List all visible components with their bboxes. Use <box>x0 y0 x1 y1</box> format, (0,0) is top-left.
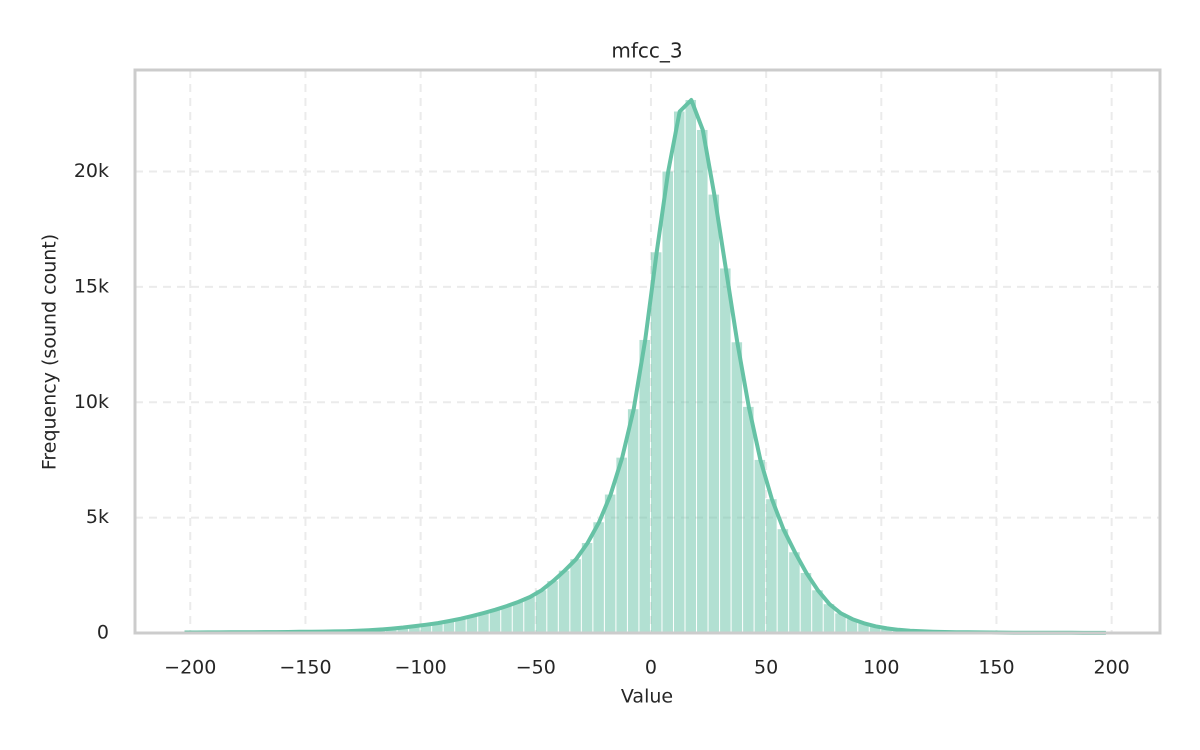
x-tick-label: 100 <box>863 657 899 679</box>
histogram-bar <box>524 597 535 633</box>
histogram-bar <box>708 194 720 633</box>
plot-frame <box>133 68 1162 635</box>
x-tick-label: −150 <box>279 657 331 679</box>
histogram-bar <box>777 529 789 633</box>
histogram-bar <box>478 612 489 633</box>
x-axis-label: Value <box>621 686 673 708</box>
x-tick-label: 200 <box>1093 657 1129 679</box>
histogram-bar <box>881 628 892 633</box>
histogram-bar <box>766 499 777 633</box>
y-tick-label: 5k <box>86 506 109 528</box>
histogram-bar <box>397 627 409 633</box>
x-tick-label: 150 <box>978 657 1014 679</box>
histogram-bar <box>662 171 673 633</box>
histogram-bar <box>409 626 420 633</box>
histogram-bar <box>604 494 616 633</box>
histogram-bar <box>386 628 397 633</box>
histogram-bar <box>593 522 604 633</box>
y-axis-label: Frequency (sound count) <box>39 234 61 470</box>
histogram-bar <box>697 129 708 633</box>
x-tick-label: −50 <box>516 657 556 679</box>
histogram-bar <box>673 111 685 634</box>
histogram-bar <box>835 613 846 633</box>
histogram-bar <box>432 623 443 633</box>
histogram-bar <box>743 406 754 633</box>
histogram-bar <box>512 601 524 633</box>
histogram-bar <box>685 99 697 633</box>
histogram-bar <box>558 570 570 633</box>
histogram-bar <box>455 618 466 633</box>
chart-title: mfcc_3 <box>611 39 682 63</box>
x-tick-label: −100 <box>395 657 447 679</box>
histogram-bar <box>754 459 766 633</box>
histogram-bar <box>627 409 639 633</box>
histogram-bar <box>639 339 650 633</box>
histogram-bar <box>731 342 743 633</box>
histogram-bar <box>789 552 800 633</box>
y-tick-label: 20k <box>74 160 109 182</box>
histogram-bar <box>812 590 823 633</box>
histogram-bar <box>616 457 627 633</box>
histogram-bar <box>581 543 593 633</box>
histogram-bar <box>720 268 731 633</box>
histogram-bar <box>570 559 581 633</box>
histogram-bar <box>535 590 547 633</box>
histogram-bar <box>489 609 501 633</box>
histogram-bar <box>650 252 662 634</box>
histogram-bar <box>800 573 812 633</box>
x-tick-label: 0 <box>645 657 657 679</box>
x-tick-label: 50 <box>754 657 778 679</box>
x-tick-label: −200 <box>164 657 216 679</box>
y-tick-label: 0 <box>97 622 109 644</box>
histogram-bar <box>869 626 881 633</box>
histogram-bar <box>846 619 858 633</box>
histogram-bar <box>443 621 455 633</box>
y-tick-label: 15k <box>74 275 109 297</box>
histogram-bar <box>420 624 432 633</box>
histogram-bar <box>823 604 835 633</box>
histogram-bar <box>858 623 869 633</box>
y-tick-label: 10k <box>74 391 109 413</box>
histogram-bar <box>466 615 478 633</box>
histogram-bar <box>501 606 512 633</box>
histogram-bar <box>547 581 558 633</box>
